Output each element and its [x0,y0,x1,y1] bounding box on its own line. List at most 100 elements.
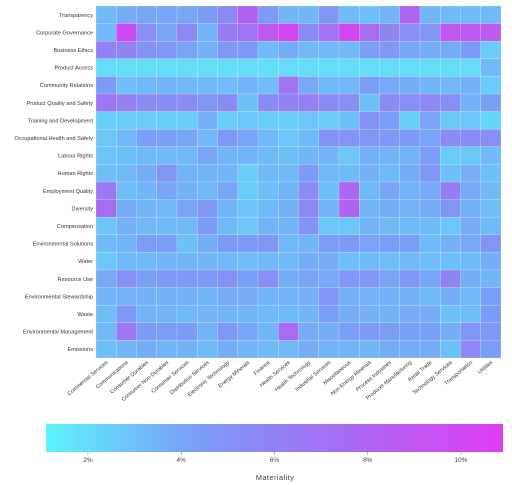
heatmap-cell [95,181,117,200]
heatmap-cell [298,58,319,77]
heatmap-cell [95,23,117,42]
heatmap-cell [399,23,421,42]
heatmap-cell [217,164,238,183]
heatmap-cell [116,181,137,200]
heatmap-cell [298,287,319,306]
heatmap-cell [95,111,117,130]
heatmap-cell [176,76,198,95]
heatmap-cell [460,181,481,200]
heatmap-cell [217,58,238,77]
heatmap-cell [440,199,461,218]
heatmap-cell [237,58,259,77]
heatmap-cell [237,76,259,95]
heatmap-cell [419,76,441,95]
heatmap-cell [237,322,259,341]
heatmap-cell [480,23,502,42]
heatmap-cell [298,23,319,42]
heatmap-cell [278,93,299,112]
heatmap-cell [95,164,117,183]
heatmap-cell [95,234,117,253]
heatmap-cell [379,340,400,359]
heatmap-cell [278,111,299,130]
heatmap-cell [440,164,461,183]
row-label: Environmental Stewardship [25,294,93,300]
heatmap-cell [318,287,340,306]
heatmap-cell [298,234,319,253]
heatmap-cell [116,146,137,165]
heatmap-cell [298,93,319,112]
heatmap-cell [440,128,461,148]
heatmap-cell [197,269,218,288]
row-label: Product Quality and Safety [26,101,93,107]
heatmap-cell [116,128,137,148]
heatmap-cell [136,5,157,24]
heatmap-cell [419,252,441,271]
heatmap-cell [217,234,238,253]
heatmap-cell [318,181,340,200]
heatmap-cell [379,199,400,218]
heatmap-cell [379,111,400,130]
heatmap-cell [176,181,198,200]
heatmap-cell [359,322,380,341]
heatmap-cell [419,23,441,42]
heatmap-cell [419,5,441,24]
heatmap-cell [480,287,502,306]
heatmap-cell [419,181,441,200]
heatmap-cell [318,164,340,183]
heatmap-cell [440,23,461,42]
heatmap-cell [95,58,117,77]
heatmap-cell [95,5,117,24]
heatmap-cell [136,181,157,200]
row-label: Environmental Solutions [33,242,94,248]
heatmap-cell [217,93,238,112]
heatmap-cell [440,111,461,130]
heatmap-cell [257,164,279,183]
heatmap-cell [116,216,137,236]
heatmap-cell [399,322,421,341]
column-label: Health Technology [274,360,312,393]
colorbar-tick-label: 2% [83,457,93,464]
heatmap-cell [237,199,259,218]
row-label: Corporate Governance [36,30,93,36]
heatmap-cell [379,304,400,324]
heatmap-cell [278,216,299,236]
heatmap-cell [460,146,481,165]
heatmap-cell [379,181,400,200]
heatmap-cell [359,40,380,60]
heatmap-cell [419,146,441,165]
heatmap-cell [440,304,461,324]
heatmap-cell [116,164,137,183]
heatmap-cell [136,164,157,183]
heatmap-cell [359,216,380,236]
heatmap-cell [480,5,502,24]
heatmap-cell [156,287,178,306]
heatmap-cell [298,322,319,341]
heatmap-cell [95,93,117,112]
heatmap-cell [278,322,299,341]
heatmap-cell [440,322,461,341]
heatmap-cell [460,269,481,288]
heatmap-cell [237,93,259,112]
column-label: Finance [253,360,272,377]
heatmap-cell [359,76,380,95]
heatmap-cell [278,252,299,271]
colorbar-tick-label: 10% [455,457,468,464]
heatmap-cell [156,23,178,42]
heatmap-cell [278,146,299,165]
heatmap-cell [440,5,461,24]
heatmap-cell [338,269,360,288]
heatmap-cell [480,322,502,341]
heatmap-cell [95,322,117,341]
heatmap-cell [197,128,218,148]
heatmap-cell [399,76,421,95]
heatmap-cell [379,40,400,60]
heatmap-cell [379,234,400,253]
heatmap-cell [318,216,340,236]
heatmap-cell [197,199,218,218]
heatmap-cell [359,199,380,218]
heatmap-cell [116,304,137,324]
heatmap-cell [298,304,319,324]
heatmap-cell [419,111,441,130]
heatmap-cell [318,234,340,253]
heatmap-cell [399,269,421,288]
